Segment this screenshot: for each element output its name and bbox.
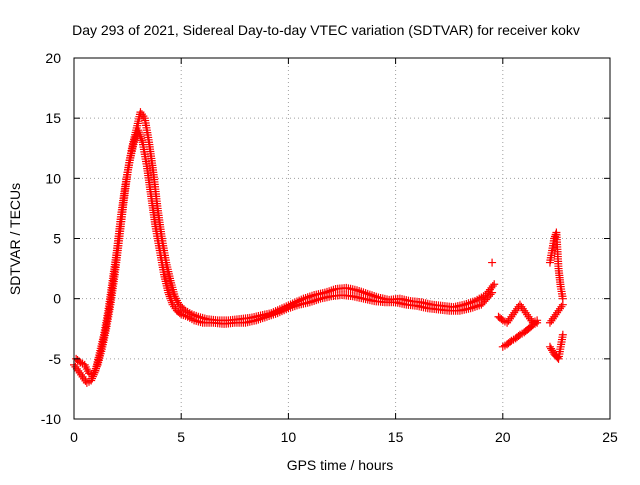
data-point <box>553 353 562 362</box>
data-point <box>557 302 566 311</box>
data-point <box>547 316 556 325</box>
data-point <box>558 330 567 339</box>
data-point <box>488 282 497 291</box>
data-point <box>533 318 542 327</box>
data-point <box>550 312 559 321</box>
x-tick-label: 20 <box>495 429 511 445</box>
data-point <box>91 364 100 373</box>
data-point <box>77 370 86 379</box>
data-point <box>91 366 100 375</box>
data-point <box>518 304 527 313</box>
data-point <box>89 370 98 379</box>
data-point <box>88 374 97 383</box>
data-point <box>553 308 562 317</box>
x-tick-label: 5 <box>177 429 185 445</box>
data-point <box>78 372 87 381</box>
data-point <box>520 306 529 315</box>
y-tick-label: 10 <box>45 170 61 186</box>
data-point <box>525 314 534 323</box>
y-tick-label: 15 <box>45 110 61 126</box>
data-point <box>507 312 516 321</box>
data-point <box>517 302 526 311</box>
x-tick-label: 15 <box>388 429 404 445</box>
data-point <box>71 362 80 371</box>
y-tick-labels: -10 -5 0 5 10 15 20 <box>41 50 61 427</box>
data-point <box>503 318 512 327</box>
data-point <box>136 132 145 141</box>
y-tick-label: -10 <box>41 411 61 427</box>
data-point <box>137 110 146 119</box>
data-points <box>70 108 567 387</box>
data-point <box>545 318 554 327</box>
data-point <box>165 290 174 299</box>
data-point <box>554 306 563 315</box>
data-point <box>504 316 513 325</box>
data-point <box>521 308 530 317</box>
data-point <box>75 368 84 377</box>
data-point <box>551 310 560 319</box>
data-point <box>74 366 83 375</box>
data-point <box>508 310 517 319</box>
data-point <box>488 258 497 267</box>
data-point <box>490 280 499 289</box>
y-tick-label: 0 <box>53 291 61 307</box>
x-tick-label: 25 <box>602 429 618 445</box>
data-point <box>548 314 557 323</box>
axis-ticks <box>73 57 611 420</box>
data-point <box>175 309 184 318</box>
data-point <box>523 310 532 319</box>
y-axis-label: SDTVAR / TECUs <box>7 183 23 295</box>
data-point <box>137 134 146 143</box>
x-axis-label: GPS time / hours <box>287 457 394 473</box>
chart-title: Day 293 of 2021, Sidereal Day-to-day VTE… <box>72 22 580 38</box>
data-point <box>139 112 148 121</box>
data-point <box>511 306 520 315</box>
data-point <box>92 362 101 371</box>
data-point <box>510 308 519 317</box>
data-point <box>555 304 564 313</box>
data-point <box>558 300 567 309</box>
x-tick-label: 0 <box>70 429 78 445</box>
data-point <box>80 374 89 383</box>
y-tick-label: 20 <box>45 50 61 66</box>
x-tick-label: 10 <box>281 429 297 445</box>
data-point <box>137 136 146 145</box>
y-tick-label: 5 <box>53 231 61 247</box>
data-point <box>524 312 533 321</box>
data-point <box>90 368 99 377</box>
data-point <box>515 300 524 309</box>
data-point <box>164 288 173 297</box>
data-point <box>505 314 514 323</box>
y-tick-label: -5 <box>49 351 62 367</box>
data-point <box>136 108 145 117</box>
x-tick-labels: 0 5 10 15 20 25 <box>70 429 618 445</box>
